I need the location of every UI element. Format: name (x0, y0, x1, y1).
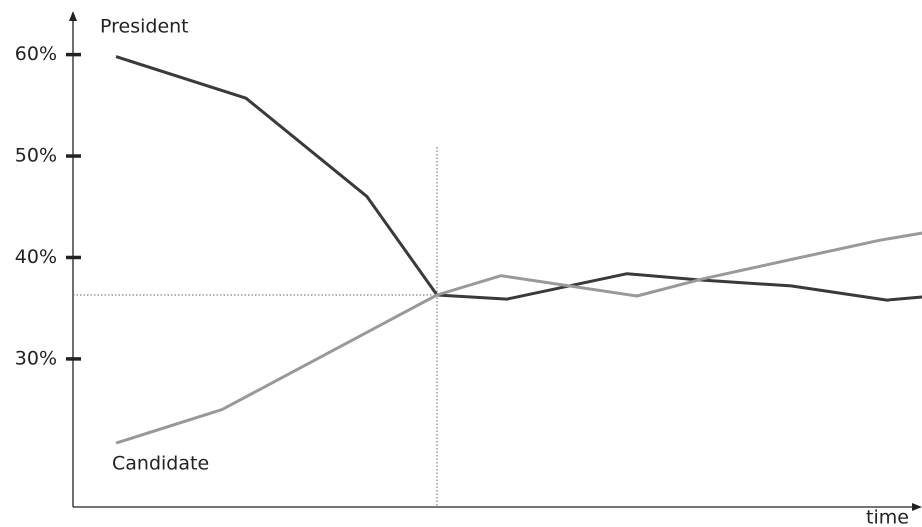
x-axis-arrow (912, 503, 922, 511)
series-label: President (100, 16, 189, 38)
y-axis-arrow (69, 11, 77, 21)
y-tick-label: 60% (15, 43, 57, 65)
y-tick-label: 50% (15, 145, 57, 167)
series-line (115, 55, 922, 302)
x-axis-label: time (866, 507, 909, 527)
y-tick-label: 40% (15, 246, 57, 268)
series-label: Candidate (112, 453, 209, 475)
series-line (115, 231, 922, 445)
y-tick-label: 30% (15, 347, 57, 369)
